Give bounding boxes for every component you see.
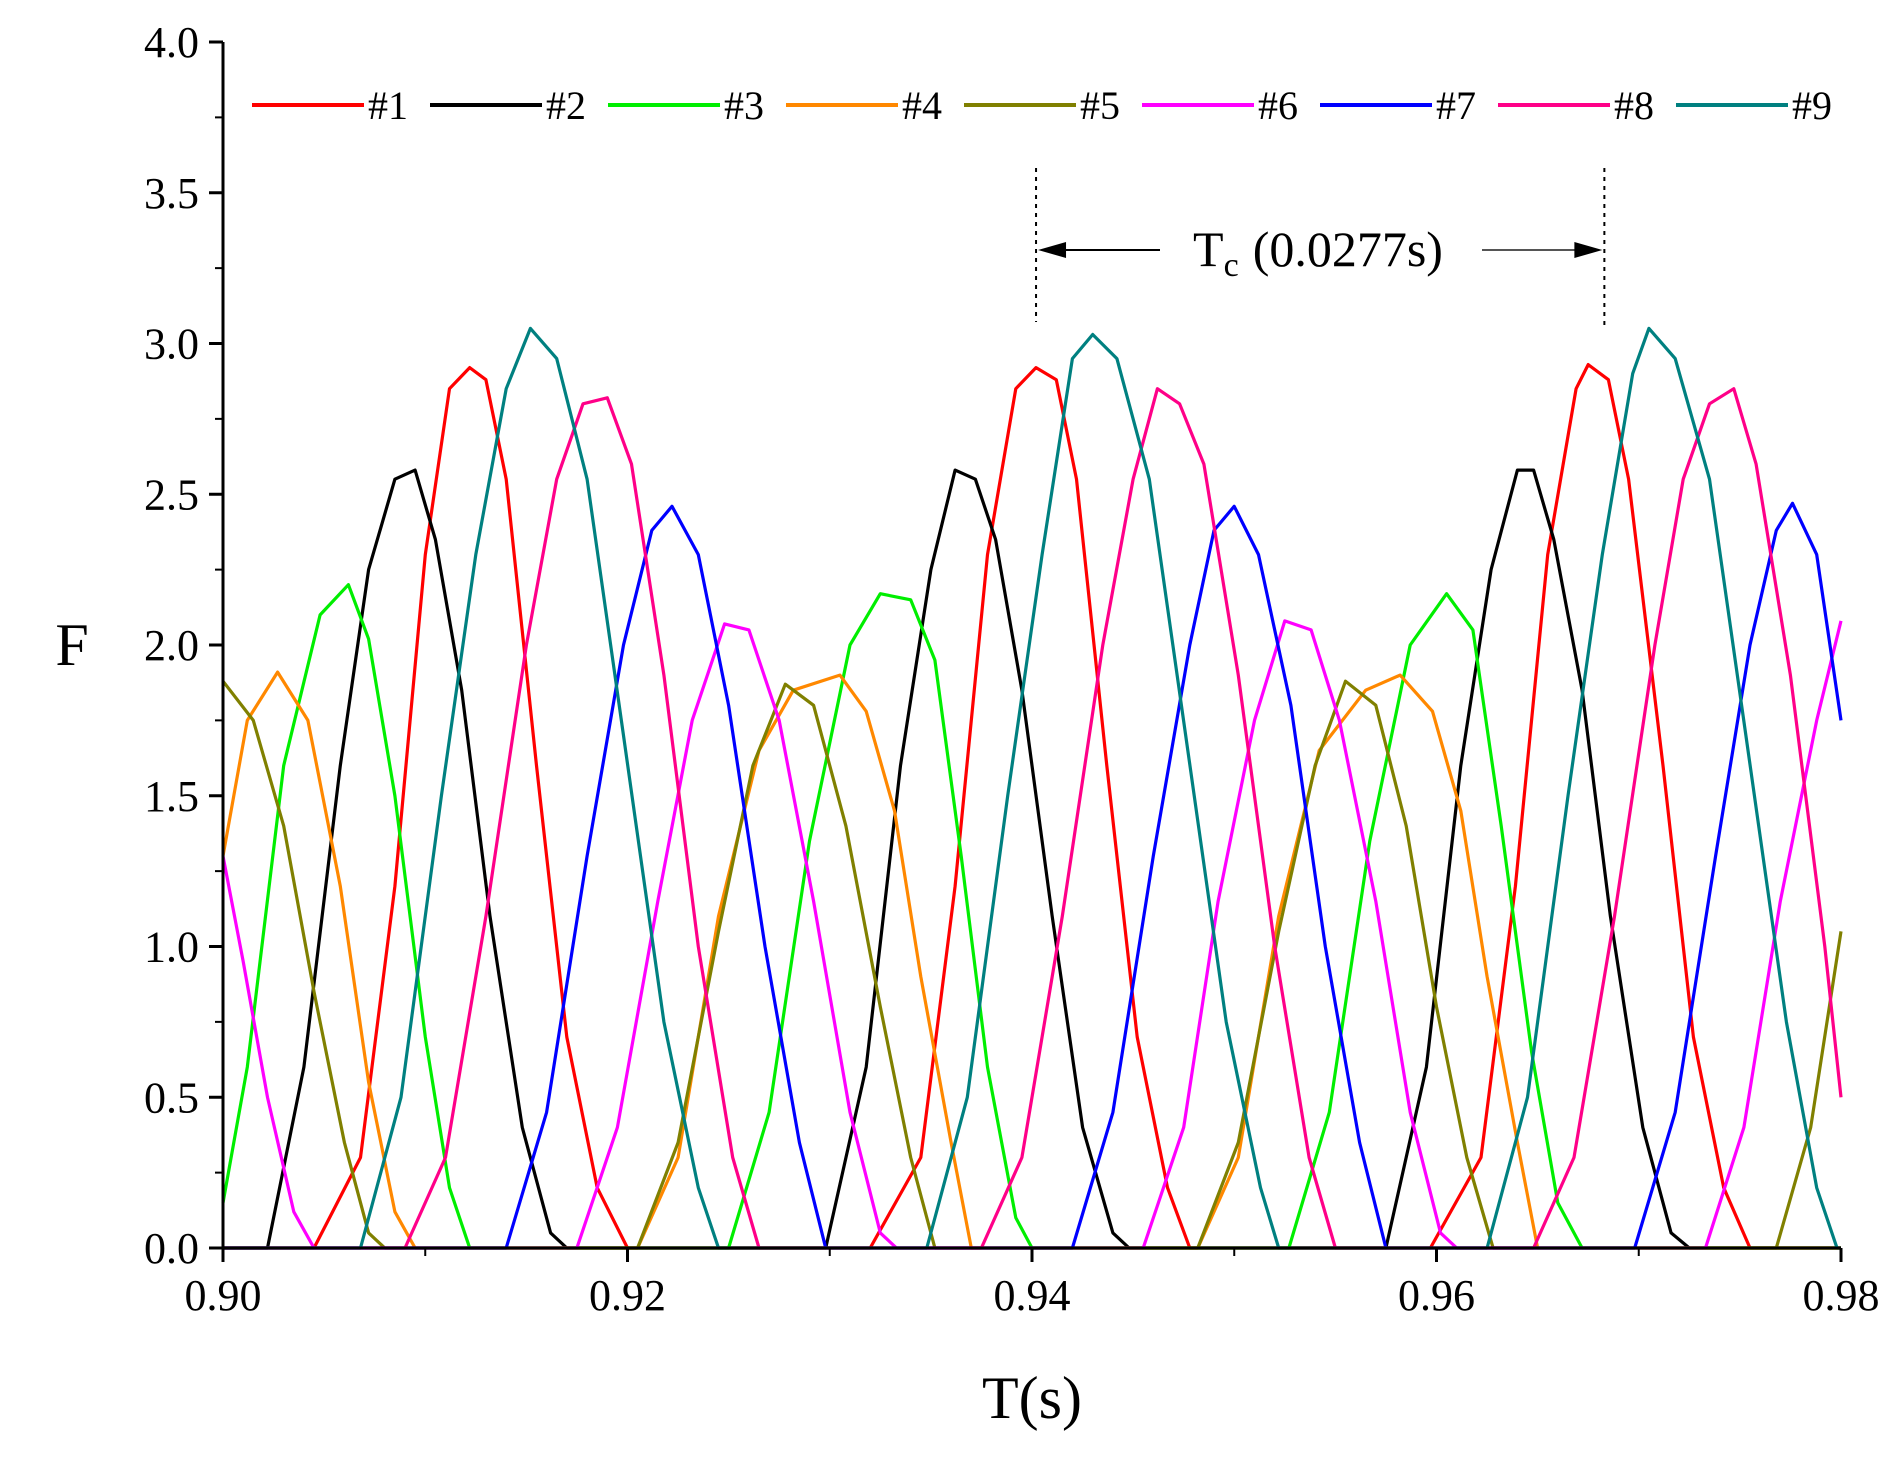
legend-label-3: #3 (724, 83, 764, 128)
period-arrow-left-head (1038, 242, 1067, 258)
legend-label-4: #4 (902, 83, 942, 128)
y-tick-label: 0.5 (144, 1073, 199, 1122)
y-tick-label: 1.5 (144, 772, 199, 821)
legend-label-5: #5 (1080, 83, 1120, 128)
period-annotation: Tc (0.0277s) (1035, 168, 1606, 330)
annotation-main: T (1193, 221, 1224, 277)
tick-labels: 0.0 0.5 1.0 1.5 2.0 2.5 3.0 3.5 4.0 0.90 0.92 0.94 0… (144, 18, 1880, 1320)
tick-marks (209, 40, 1843, 1262)
y-tick-label: 0.0 (144, 1224, 199, 1273)
series-line-5 (221, 679, 1843, 1250)
legend-label-1: #1 (368, 83, 408, 128)
legend-label-6: #6 (1258, 83, 1298, 128)
series-line-7 (223, 501, 1843, 1250)
series-line-4 (221, 670, 1841, 1250)
y-tick-label: 4.0 (144, 18, 199, 67)
x-tick-label: 0.94 (994, 1271, 1071, 1320)
legend-label-2: #2 (546, 83, 586, 128)
legend: #1 #2 #3 #4 #5 #6 #7 #8 #9 (252, 83, 1832, 128)
annotation-value: (0.0277s) (1253, 221, 1443, 277)
axes-frame (221, 42, 1841, 1250)
series-line-9 (223, 326, 1841, 1250)
annotation-subscript: c (1224, 247, 1239, 284)
series-line-1 (223, 363, 1841, 1250)
y-tick-label: 3.5 (144, 169, 199, 218)
legend-label-8: #8 (1614, 83, 1654, 128)
x-tick-label: 0.98 (1803, 1271, 1880, 1320)
x-axis-title: T(s) (982, 1365, 1082, 1431)
y-tick-label: 2.0 (144, 621, 199, 670)
period-arrow-right-head (1574, 242, 1603, 258)
legend-label-7: #7 (1436, 83, 1476, 128)
y-axis-title: F (55, 612, 88, 678)
legend-label-9: #9 (1792, 83, 1832, 128)
x-tick-label: 0.90 (185, 1271, 262, 1320)
y-tick-label: 2.5 (144, 470, 199, 519)
series-line-2 (223, 468, 1841, 1250)
period-annotation-label: Tc (0.0277s) (1193, 221, 1443, 284)
x-tick-label: 0.92 (589, 1271, 666, 1320)
y-tick-label: 1.0 (144, 923, 199, 972)
x-tick-label: 0.96 (1398, 1271, 1475, 1320)
series-line-3 (221, 583, 1841, 1250)
series-layer (221, 326, 1843, 1250)
series-line-8 (223, 387, 1843, 1250)
y-tick-label: 3.0 (144, 320, 199, 369)
